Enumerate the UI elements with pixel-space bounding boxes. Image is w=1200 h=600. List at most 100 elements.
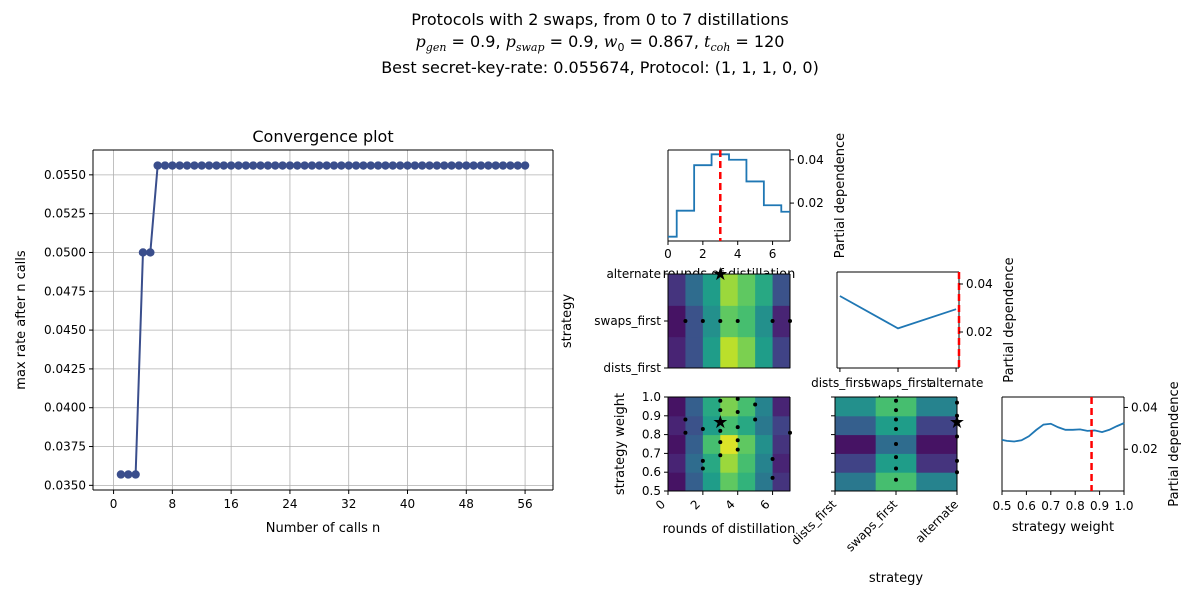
convergence-point (329, 161, 339, 170)
heat-weight-strategy-cell (835, 415, 877, 436)
heat-weight-strategy-xtick-label: alternate (913, 497, 961, 545)
heat-weight-rounds-cell (685, 434, 704, 454)
heat-weight-strategy-sample (955, 413, 959, 418)
heat-weight-strategy-xtick-label: dists_first (788, 497, 839, 548)
pd-weight-ytick-label: 0.02 (1131, 442, 1158, 456)
heat-strategy-rounds-sample (788, 319, 792, 323)
heat-weight-rounds-cell (737, 415, 756, 436)
heat-weight-rounds-sample (753, 402, 758, 407)
convergence-point (271, 161, 280, 170)
convergence-point (248, 161, 258, 170)
heat-weight-rounds-sample (718, 419, 723, 424)
heat-strategy-rounds-sample (718, 319, 723, 323)
convergence-xtick-label: 8 (169, 497, 177, 511)
heat-weight-rounds-sample (683, 430, 688, 435)
pd-weight-line (1001, 422, 1125, 443)
heat-weight-rounds-cell (737, 453, 756, 473)
convergence-point (182, 161, 192, 170)
heat-weight-rounds-sample (700, 458, 705, 463)
pd-weight-xtick-label: 0.8 (1066, 499, 1085, 513)
heat-weight-rounds-xtick-label: 6 (757, 497, 772, 512)
heat-weight-rounds-cell (772, 397, 791, 417)
heat-weight-rounds-ytick-label: 0.5 (642, 484, 661, 498)
heat-strategy-rounds-cell (702, 305, 721, 338)
heat-weight-rounds-cell (702, 397, 721, 417)
convergence-point (484, 161, 493, 170)
heat-weight-strategy-cell (916, 397, 958, 417)
pd-weight-xtick-label: 0.5 (992, 499, 1011, 513)
heat-weight-rounds-cell (755, 397, 774, 417)
convergence-point (315, 161, 324, 170)
heat-weight-rounds-sample (770, 475, 775, 480)
convergence-xtick-label: 56 (517, 497, 532, 511)
heat-strategy-rounds-cell (720, 305, 739, 338)
convergence-ytick-label: 0.0525 (44, 207, 86, 221)
convergence-point (116, 470, 126, 479)
heat-strategy-rounds-cell (720, 336, 739, 369)
convergence-point (491, 161, 500, 170)
convergence-point (278, 161, 287, 170)
convergence-xtick-label: 16 (224, 497, 239, 511)
convergence-point (190, 161, 199, 170)
convergence-line (120, 164, 526, 476)
convergence-point (168, 161, 177, 170)
heat-weight-rounds-ytick-label: 0.8 (642, 428, 661, 442)
convergence-point (131, 470, 140, 479)
pd-rounds-line (668, 153, 790, 238)
convergence-xtick-label: 32 (341, 497, 356, 511)
heat-strategy-rounds-ylabel: strategy (560, 294, 575, 349)
heat-weight-strategy-best-marker: ★ (949, 412, 965, 433)
heat-weight-strategy-sample (955, 458, 959, 463)
heat-strategy-rounds-sample (700, 319, 705, 323)
heat-strategy-rounds-best-marker: ★ (712, 264, 728, 285)
suptitle-line-2: pgen = 0.9, pswap = 0.9, w0 = 0.867, tco… (415, 32, 785, 55)
pd-strategy-line (839, 295, 957, 330)
convergence-point (263, 161, 273, 170)
heat-weight-rounds-sample (735, 410, 740, 415)
heat-weight-strategy-cell (916, 434, 958, 454)
suptitle-line-1: Protocols with 2 swaps, from 0 to 7 dist… (411, 10, 789, 29)
heat-weight-strategy-cell (916, 472, 958, 492)
heat-weight-rounds-cell (772, 472, 791, 492)
convergence-point (293, 161, 302, 170)
suptitle-line-3: Best secret-key-rate: 0.055674, Protocol… (381, 58, 819, 77)
convergence-point (498, 161, 508, 170)
heat-weight-rounds-sample (735, 447, 740, 452)
convergence-xtick-label: 0 (110, 497, 118, 511)
heat-weight-rounds-sample (753, 417, 758, 422)
heat-weight-rounds-sample (735, 438, 740, 443)
heat-weight-rounds-cell (668, 434, 686, 454)
heat-weight-rounds-cell (720, 434, 739, 454)
convergence-point (138, 248, 148, 257)
heat-weight-strategy-cell (875, 415, 917, 436)
heat-weight-strategy-sample (894, 417, 898, 422)
convergence-ytick-label: 0.0500 (44, 245, 86, 259)
heat-strategy-rounds-cell (685, 274, 704, 306)
convergence-point (447, 161, 456, 170)
convergence-ytick-label: 0.0550 (44, 168, 86, 182)
convergence-point (410, 161, 420, 170)
heat-strategy-rounds-cell (737, 274, 756, 306)
heat-weight-rounds-cell (668, 472, 686, 492)
heat-weight-rounds-cell (702, 472, 721, 492)
heat-weight-rounds-cell (755, 434, 774, 454)
heat-strategy-rounds-cell (702, 274, 721, 306)
heat-weight-strategy-sample (955, 400, 959, 405)
convergence-point (520, 161, 530, 170)
heat-strategy-rounds-cell (720, 274, 739, 306)
convergence-point (454, 161, 464, 170)
convergence-ytick-label: 0.0400 (44, 401, 86, 415)
convergence-point (506, 161, 515, 170)
heat-weight-strategy-sample (894, 466, 898, 471)
convergence-xlabel: Number of calls n (266, 521, 381, 536)
convergence-point (418, 161, 427, 170)
convergence-point (395, 161, 405, 170)
heat-weight-rounds-sample (770, 457, 775, 462)
heat-weight-rounds-xtick-label: 2 (688, 497, 703, 512)
heat-weight-strategy-cell (875, 472, 917, 492)
convergence-point (388, 161, 398, 170)
heat-weight-rounds-cell (755, 453, 774, 473)
pd-strategy-ytick-label: 0.02 (966, 325, 993, 339)
convergence-point (285, 161, 295, 170)
